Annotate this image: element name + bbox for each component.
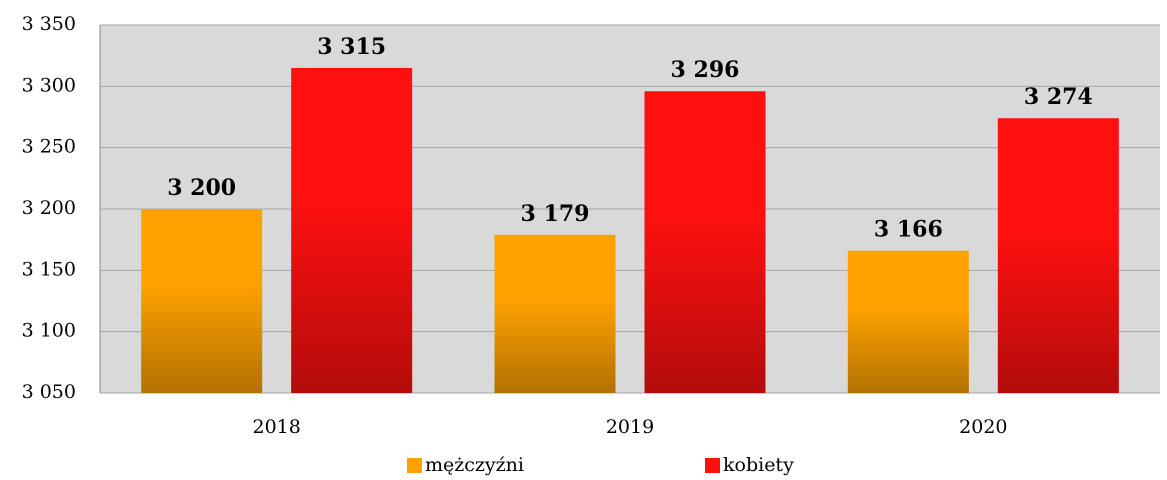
y-tick-label: 3 300 [22,74,76,96]
value-label: 3 296 [671,57,740,83]
legend-label: kobiety [723,454,794,476]
bar-shade [644,91,766,394]
y-tick-label: 3 350 [22,13,76,35]
y-tick-label: 3 100 [22,320,76,342]
y-tick-label: 3 050 [22,381,76,403]
legend-swatch [705,458,720,473]
x-tick-label: 2018 [252,416,300,438]
value-label: 3 166 [874,217,943,243]
legend-swatch [407,458,422,473]
bar-shade [847,250,969,393]
y-tick-label: 3 150 [22,258,76,280]
x-tick-label: 2020 [959,416,1007,438]
value-label: 3 274 [1024,84,1093,110]
bar-shade [997,118,1119,393]
value-label: 3 200 [167,175,236,201]
bar-shade [494,234,616,393]
x-tick-label: 2019 [606,416,654,438]
y-tick-label: 3 250 [22,136,76,158]
value-label: 3 315 [317,34,386,60]
bar-shade [141,209,263,393]
y-tick-label: 3 200 [22,197,76,219]
legend-label: mężczyźni [425,454,524,476]
bar-shade [291,67,413,393]
value-label: 3 179 [521,201,590,227]
